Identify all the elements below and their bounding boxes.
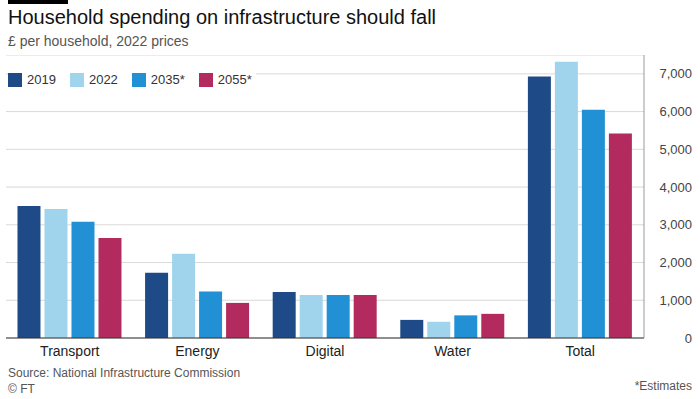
svg-text:Total: Total bbox=[565, 343, 595, 359]
svg-text:Digital: Digital bbox=[306, 343, 345, 359]
svg-text:4,000: 4,000 bbox=[659, 180, 692, 195]
svg-text:6,000: 6,000 bbox=[659, 104, 692, 119]
svg-text:3,000: 3,000 bbox=[659, 217, 692, 232]
svg-text:0: 0 bbox=[685, 331, 692, 346]
html-text:Household spending on infrastr: Household spending on infrastructure sho… bbox=[8, 6, 436, 28]
svg-text:7,000: 7,000 bbox=[659, 66, 692, 81]
svg-text:Energy: Energy bbox=[175, 343, 219, 359]
svg-text:Water: Water bbox=[434, 343, 471, 359]
svg-text:1,000: 1,000 bbox=[659, 293, 692, 308]
html-text:2055*: 2055* bbox=[217, 72, 252, 87]
html-text:Source: National Infrastructur: Source: National Infrastructure Commissi… bbox=[8, 366, 241, 380]
svg-text:2,000: 2,000 bbox=[659, 255, 692, 270]
html-text:£ per household, 2022 prices: £ per household, 2022 prices bbox=[8, 33, 189, 49]
html-text:2022: 2022 bbox=[88, 72, 118, 87]
html-text:© FT: © FT bbox=[8, 382, 35, 396]
html-text:*Estimates: *Estimates bbox=[634, 379, 692, 393]
html-text:2019: 2019 bbox=[27, 72, 56, 87]
html-text:2035*: 2035* bbox=[150, 72, 185, 87]
svg-text:Transport: Transport bbox=[40, 343, 100, 359]
svg-text:5,000: 5,000 bbox=[659, 142, 692, 157]
